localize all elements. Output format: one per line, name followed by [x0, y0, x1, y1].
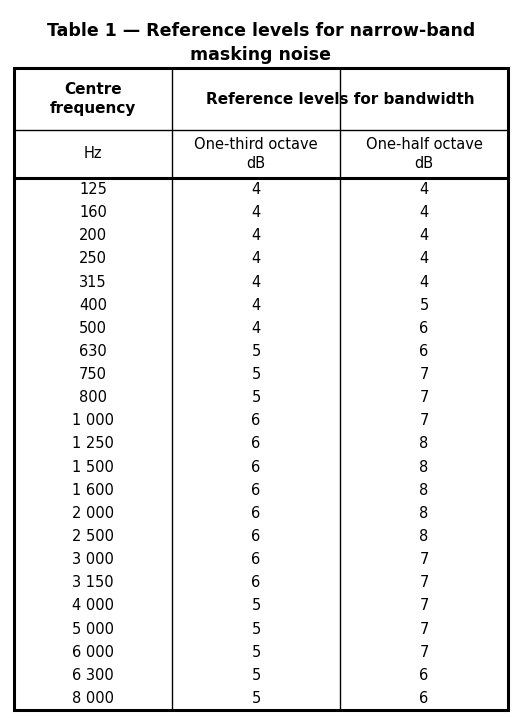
Text: 5: 5 [252, 691, 260, 706]
Text: 6: 6 [252, 529, 260, 544]
Text: 8 000: 8 000 [72, 691, 114, 706]
Text: 315: 315 [79, 274, 107, 289]
Text: Centre
frequency: Centre frequency [50, 82, 136, 116]
Text: 8: 8 [419, 460, 429, 475]
Text: One-half octave
dB: One-half octave dB [365, 137, 482, 171]
Text: 7: 7 [419, 575, 429, 590]
Text: 4: 4 [252, 182, 260, 197]
Text: 2 500: 2 500 [72, 529, 114, 544]
Text: 7: 7 [419, 622, 429, 637]
Text: Table 1 — Reference levels for narrow-band: Table 1 — Reference levels for narrow-ba… [47, 22, 475, 40]
Text: 6: 6 [419, 321, 429, 336]
Text: 5: 5 [252, 367, 260, 382]
Text: 4: 4 [252, 321, 260, 336]
Text: 5: 5 [252, 668, 260, 683]
Text: 1 000: 1 000 [72, 414, 114, 429]
Text: 1 500: 1 500 [72, 460, 114, 475]
Text: 6: 6 [252, 482, 260, 498]
Text: 6 000: 6 000 [72, 645, 114, 660]
Text: 1 600: 1 600 [72, 482, 114, 498]
Text: 500: 500 [79, 321, 107, 336]
Text: 2 000: 2 000 [72, 506, 114, 521]
Text: 5: 5 [252, 645, 260, 660]
Text: 6: 6 [252, 552, 260, 567]
Text: 7: 7 [419, 598, 429, 613]
Text: 4: 4 [419, 228, 429, 243]
Text: 800: 800 [79, 391, 107, 405]
Text: 200: 200 [79, 228, 107, 243]
Text: 5: 5 [419, 298, 429, 313]
Text: Hz: Hz [84, 146, 102, 162]
Text: 7: 7 [419, 414, 429, 429]
Text: One-third octave
dB: One-third octave dB [194, 137, 318, 171]
Text: 3 000: 3 000 [72, 552, 114, 567]
Text: 5: 5 [252, 598, 260, 613]
Text: 6 300: 6 300 [72, 668, 114, 683]
Text: 7: 7 [419, 391, 429, 405]
Text: 4: 4 [419, 274, 429, 289]
Text: 8: 8 [419, 506, 429, 521]
Text: 4: 4 [252, 298, 260, 313]
Text: 6: 6 [252, 506, 260, 521]
Text: 5: 5 [252, 391, 260, 405]
Text: 8: 8 [419, 437, 429, 452]
Text: 4: 4 [252, 228, 260, 243]
Text: 7: 7 [419, 367, 429, 382]
Text: 400: 400 [79, 298, 107, 313]
Text: 7: 7 [419, 645, 429, 660]
Text: 7: 7 [419, 552, 429, 567]
Text: masking noise: masking noise [191, 46, 331, 64]
Text: 6: 6 [252, 437, 260, 452]
Text: 6: 6 [252, 460, 260, 475]
Text: 125: 125 [79, 182, 107, 197]
Text: 5: 5 [252, 344, 260, 359]
Text: 750: 750 [79, 367, 107, 382]
Text: Reference levels for bandwidth: Reference levels for bandwidth [206, 91, 474, 106]
Text: 6: 6 [419, 344, 429, 359]
Text: 6: 6 [252, 414, 260, 429]
Text: 8: 8 [419, 482, 429, 498]
Text: 4: 4 [252, 205, 260, 220]
Text: 4: 4 [252, 274, 260, 289]
Text: 160: 160 [79, 205, 107, 220]
Text: 5 000: 5 000 [72, 622, 114, 637]
Text: 250: 250 [79, 251, 107, 266]
Text: 1 250: 1 250 [72, 437, 114, 452]
Text: 6: 6 [252, 575, 260, 590]
Text: 8: 8 [419, 529, 429, 544]
Text: 4 000: 4 000 [72, 598, 114, 613]
Text: 3 150: 3 150 [72, 575, 114, 590]
Bar [14, 68, 508, 710]
Text: 5: 5 [252, 622, 260, 637]
Text: 6: 6 [419, 691, 429, 706]
Text: 4: 4 [419, 205, 429, 220]
Text: 4: 4 [419, 251, 429, 266]
Text: 4: 4 [252, 251, 260, 266]
Text: 6: 6 [419, 668, 429, 683]
Text: 4: 4 [419, 182, 429, 197]
Text: 630: 630 [79, 344, 107, 359]
